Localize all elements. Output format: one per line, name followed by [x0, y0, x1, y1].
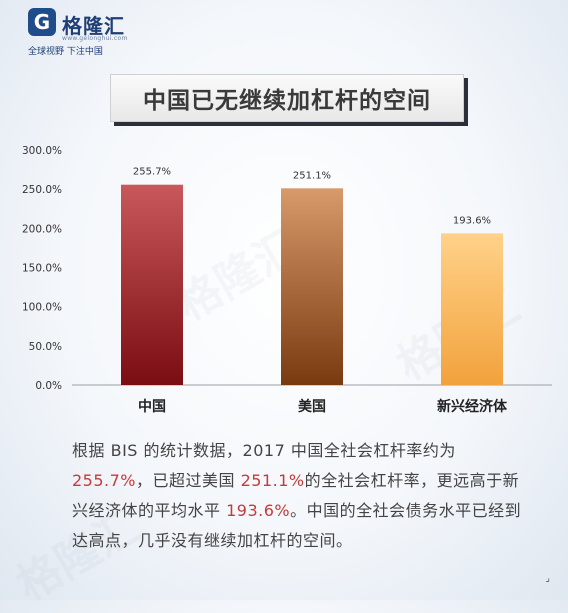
y-tick-label: 150.0%: [22, 263, 62, 275]
logo-mark-icon: G: [28, 8, 56, 36]
caption: 根据 BIS 的统计数据，2017 中国全社会杠杆率约为 255.7%，已超过美…: [72, 436, 532, 556]
y-tick-label: 0.0%: [35, 380, 62, 392]
caption-text: 根据 BIS 的统计数据，2017 中国全社会杠杆率约为: [72, 441, 456, 460]
caption-highlight-china: 255.7%: [72, 471, 137, 490]
y-tick-label: 250.0%: [22, 184, 62, 196]
x-tick-label: 美国: [298, 398, 326, 415]
x-tick-label: 中国: [138, 398, 166, 415]
y-tick-label: 100.0%: [22, 302, 62, 314]
title-box: 中国已无继续加杠杆的空间: [110, 74, 464, 122]
caption-text: 的全社会杠杆率，更远高于新兴经济体的平均水平: [72, 471, 520, 520]
logo-tagline: 全球视野 下注中国: [28, 47, 103, 57]
caption-highlight-us: 251.1%: [240, 471, 305, 490]
caption-text: 。中国的全社会债务水平已经到达高点，几乎没有继续加杠杆的空间。: [72, 501, 522, 550]
page-title: 中国已无继续加杠杆的空间: [143, 88, 431, 114]
bar-value-label: 193.6%: [453, 215, 491, 226]
bar: [281, 188, 343, 385]
caption-text: ，已超过美国: [136, 471, 241, 490]
logo: G 格隆汇 www.gelonghui.com 全球视野 下注中国: [28, 8, 168, 57]
y-tick-label: 300.0%: [22, 145, 62, 157]
caption-highlight-emerging: 193.6%: [226, 501, 291, 520]
y-tick-label: 200.0%: [22, 223, 62, 235]
bar: [121, 184, 183, 385]
corner-mark: ⌟: [545, 573, 550, 584]
bar-chart: 0.0%50.0%100.0%150.0%200.0%250.0%300.0% …: [22, 145, 552, 415]
y-tick-label: 50.0%: [29, 341, 62, 353]
logo-url: www.gelonghui.com: [62, 35, 128, 42]
logo-name: 格隆汇: [62, 14, 125, 38]
bar-value-label: 251.1%: [293, 170, 331, 181]
x-tick-label: 新兴经济体: [437, 398, 508, 415]
bar-value-label: 255.7%: [133, 167, 171, 178]
bar: [441, 233, 503, 385]
